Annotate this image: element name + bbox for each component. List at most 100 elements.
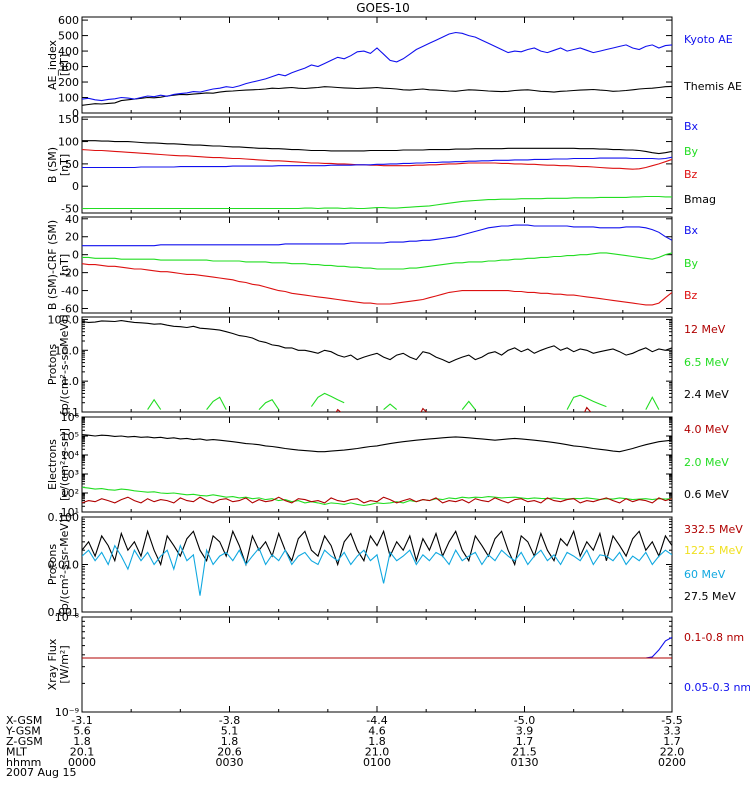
series-line-6-5-mev-segment xyxy=(645,396,660,410)
legend-label: By xyxy=(684,257,699,270)
series-group xyxy=(82,433,672,507)
legend-label: 0.6 MeV xyxy=(684,488,729,501)
y-axis-label: [p/(cm²-s-sr-MeV)] xyxy=(58,515,71,615)
y-tick-label: 0 xyxy=(72,249,79,262)
y-axis-label: Protons xyxy=(46,544,59,585)
series-line-bz xyxy=(82,263,672,306)
footer-value: 4.6 xyxy=(368,725,386,738)
footer-ephemeris: X-GSM -3.1 -3.8 -4.4 -5.0 -5.5 Y-GSM 5.6 5.1 4.6 3… xyxy=(5,714,686,769)
footer-row-label: Y-GSM xyxy=(5,725,41,738)
y-tick-label: 100.0 xyxy=(48,313,80,326)
panel-frame xyxy=(81,516,673,613)
series-line-by xyxy=(82,195,672,210)
series-line-6-5-mev-segment xyxy=(310,392,345,407)
footer-value: 1.8 xyxy=(221,735,239,748)
panel-frame xyxy=(81,616,673,713)
footer-value: -5.0 xyxy=(514,714,535,727)
y-tick-label: -50 xyxy=(61,203,79,216)
series-line-bmag xyxy=(82,140,672,155)
y-tick-label: 10.0 xyxy=(55,344,80,357)
series-group xyxy=(82,636,672,659)
footer-row-label: MLT xyxy=(6,746,27,759)
footer-value: 1.7 xyxy=(516,735,534,748)
footer-value: -3.8 xyxy=(219,714,240,727)
y-tick-label: 100 xyxy=(58,136,79,149)
series-line-4-0-mev xyxy=(82,496,672,504)
series-group xyxy=(82,31,672,106)
panel-xray: 10⁻⁹ 10⁻⁸ Xray Flux [W/m²] 0.1-0.8 nm 0.05-0.… xyxy=(46,611,750,719)
y-tick-label: 0 xyxy=(72,107,79,120)
legend-label: Kyoto AE xyxy=(684,33,733,46)
series-line-27-5-mev xyxy=(82,529,672,567)
y-tick-label: 40 xyxy=(65,213,79,226)
y-tick-label: -40 xyxy=(61,285,79,298)
legend-label: 2.0 MeV xyxy=(684,456,729,469)
footer-value: 1.8 xyxy=(368,735,386,748)
series-line-bx xyxy=(82,156,672,169)
footer-value: 3.9 xyxy=(516,725,534,738)
series-group xyxy=(82,224,672,306)
footer-value: 0100 xyxy=(363,756,391,769)
series-line-by xyxy=(82,252,672,270)
panel-ae: 0 100 200 300 400 500 600 AE_index [nT] Kyoto AE T… xyxy=(46,14,742,120)
footer-date: 2007 Aug 15 xyxy=(6,766,76,779)
footer-value: 21.5 xyxy=(512,746,537,759)
series-line-0-05-0-3-nm xyxy=(82,636,672,659)
legend-label: 0.05-0.3 nm xyxy=(684,681,750,694)
footer-value: 22.0 xyxy=(660,746,685,759)
y-axis-label: [e/(cm²-s-sr)] xyxy=(58,428,71,501)
y-tick-label: 0.010 xyxy=(48,559,80,572)
series-line-6-5-mev-segment xyxy=(461,400,476,410)
y-tick-label: 20 xyxy=(65,231,79,244)
y-axis-label: [nT] xyxy=(58,54,71,76)
footer-value: 1.8 xyxy=(73,735,91,748)
panel-electrons: 10¹ 10² 10³ 10⁴ 10⁵ 10⁶ Electrons [e/(cm²-s-sr)… xyxy=(46,411,729,519)
panel-bfield: -50 0 50 100 150 B (SM) [nT] Bx By Bz Bmag xyxy=(46,113,716,215)
legend-label: Themis AE xyxy=(683,80,742,93)
y-tick-label: 200 xyxy=(58,76,79,89)
series-line-bz xyxy=(82,149,672,170)
y-tick-label: 1.0 xyxy=(62,375,80,388)
footer-row-label: Z-GSM xyxy=(6,735,43,748)
y-axis-label: [nT] xyxy=(58,254,71,276)
footer-value: -5.5 xyxy=(661,714,682,727)
series-line-themis-ae xyxy=(82,85,672,106)
y-tick-label: 0.1 xyxy=(62,406,80,419)
footer-value: 20.6 xyxy=(217,746,242,759)
y-tick-label: 10³ xyxy=(61,468,79,481)
footer-value: 0130 xyxy=(511,756,539,769)
y-tick-label: 10⁶ xyxy=(61,411,80,424)
footer-row-label: X-GSM xyxy=(6,714,42,727)
panel-protons-low: 0.1 1.0 10.0 100.0 Protons [p/(cm²-s-sr-MeV)]… xyxy=(46,313,729,419)
legend-label: 4.0 MeV xyxy=(684,423,729,436)
y-tick-label: 10⁵ xyxy=(61,430,79,443)
y-tick-label: -60 xyxy=(61,303,79,316)
footer-value: 0200 xyxy=(658,756,686,769)
panel-frame xyxy=(81,316,673,413)
series-line-2-4-mev xyxy=(82,320,672,364)
y-axis-label: Electrons xyxy=(46,439,59,490)
footer-value: 3.3 xyxy=(663,725,681,738)
series-line-6-5-mev-segment xyxy=(566,394,607,410)
footer-value: 1.7 xyxy=(663,735,681,748)
legend-label: 6.5 MeV xyxy=(684,356,729,369)
footer-value: 20.1 xyxy=(70,746,95,759)
footer-value: 0000 xyxy=(68,756,96,769)
y-tick-label: -20 xyxy=(61,267,79,280)
y-tick-label: 10¹ xyxy=(61,506,79,519)
legend-label: 27.5 MeV xyxy=(684,590,736,603)
chart-title: GOES-10 xyxy=(356,1,410,15)
y-tick-label: 0 xyxy=(72,180,79,193)
legend-label: Bz xyxy=(684,168,698,181)
series-group xyxy=(82,529,672,596)
legend-label: 12 MeV xyxy=(684,323,726,336)
y-axis-label: AE_index xyxy=(46,39,59,90)
footer-value: 21.0 xyxy=(365,746,390,759)
y-tick-label: 0.001 xyxy=(48,606,80,619)
series-line-bx xyxy=(82,224,672,247)
y-tick-label: 500 xyxy=(58,30,79,43)
panel-protons-high: 0.001 0.010 0.100 Protons [p/(cm²-s-sr-MeV)]… xyxy=(46,511,743,619)
series-group xyxy=(82,320,672,412)
legend-label: Bx xyxy=(684,120,699,133)
